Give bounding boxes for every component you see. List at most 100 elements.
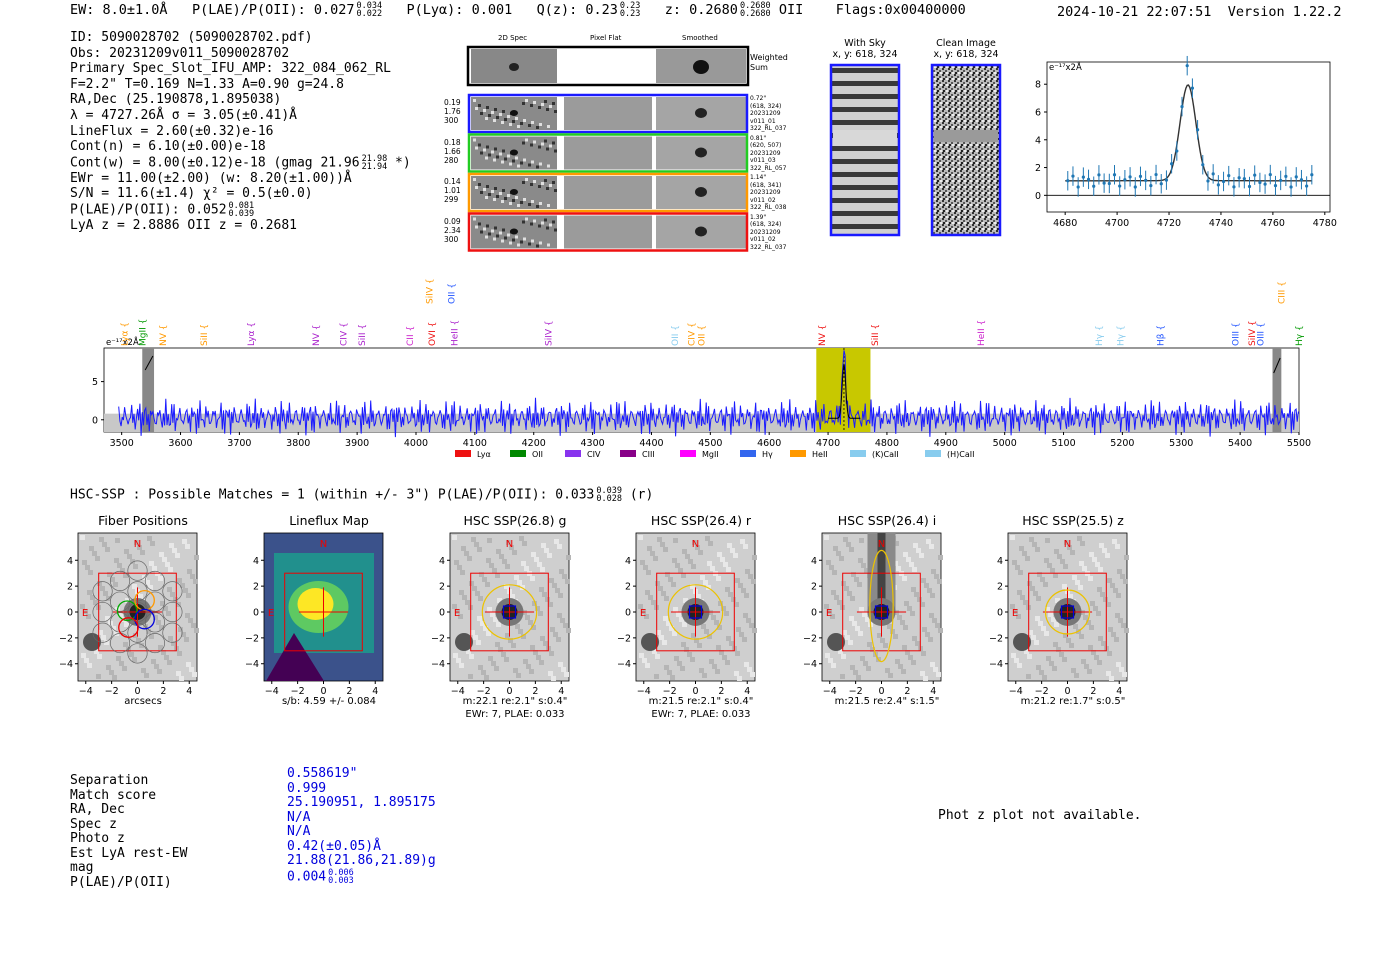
east-label: E (454, 608, 460, 619)
svg-text:SiII {: SiII { (358, 324, 368, 346)
contw-line: Cont(w) = 8.00(±0.12)e-18 (gmag 21.96 21.… (70, 153, 411, 172)
clean-image-title: Clean Image x, y: 618, 324 (933, 38, 999, 60)
svg-text:HeII: HeII (812, 450, 828, 459)
cutout-row-meta: 1.39" (618, 324) 20231209 v011_02 322_RL_037 (750, 214, 786, 252)
panel-ytick: 0 (625, 608, 631, 619)
col-title-smoothed: Smoothed (682, 34, 718, 42)
svg-text:CII {: CII { (406, 326, 416, 346)
line-marker: Hγ { (1295, 325, 1305, 346)
line-marker: NV { (818, 325, 828, 346)
linefit-ytick: 4 (1035, 135, 1041, 146)
panel-ytick: 4 (67, 556, 73, 567)
panel-ytick: −4 (245, 659, 259, 670)
col-title-pixelflat: Pixel Flat (590, 34, 622, 42)
cutout-stat: 300 (444, 234, 459, 244)
panel-xtick: 2 (532, 686, 538, 696)
linefit-point (1227, 165, 1231, 186)
panel-ytick: 2 (811, 582, 817, 593)
svg-text:CIV {: CIV { (688, 322, 698, 346)
panel-xtick: 0 (134, 686, 140, 696)
linefit-xtick: 4740 (1209, 218, 1233, 229)
cutout-meta: v011_02 (750, 236, 776, 244)
panel-ytick: −2 (245, 633, 259, 644)
hsc-panel-g: N E −4 4 −2 2 0 0 2 −2 4 −4 (431, 532, 571, 696)
linefit-point (1170, 154, 1174, 174)
line-marker: CII { (406, 326, 416, 346)
panel-ytick: −2 (59, 633, 73, 644)
info-line: S/N = 11.6(±1.4) χ² = 0.5(±0.0) (70, 186, 313, 202)
line-marker: Hβ { (1157, 325, 1167, 346)
east-label: E (82, 608, 88, 619)
spectrum-legend-item: (H)CaII (925, 450, 974, 459)
header-bar: EW: 8.0±1.0Å P(LAE)/P(OII): 0.027 0.034 0.… (70, 1, 966, 19)
panel-ytick: 0 (811, 608, 817, 619)
cutout-row-meta: 0.81" (620, 507) 20231209 v011_03 322_RL_057 (750, 135, 786, 173)
sky-images (829, 63, 1002, 237)
spectrum-xtick: 4000 (404, 438, 428, 449)
z-value: 0.2680 (689, 2, 738, 18)
info-line: F=2.2" T=0.169 N=1.33 A=0.90 g=24.8 (70, 76, 344, 92)
svg-text:NV {: NV { (818, 325, 828, 346)
cutout-meta: v011_02 (750, 196, 776, 204)
svg-text:OII {: OII { (671, 325, 681, 346)
timestamp: 2024-10-21 22:07:51 (1057, 4, 1212, 20)
linefit-point (1180, 96, 1184, 117)
col-title-2dspec: 2D Spec (498, 34, 528, 42)
east-label: E (826, 608, 832, 619)
panel-xtick: −2 (1035, 686, 1049, 696)
panel-xtick: 0 (320, 686, 326, 696)
z-label: z: (664, 2, 682, 18)
info-line: Obs: 20231209v011_5090028702 (70, 45, 290, 61)
info-line: EWr = 11.00(±2.00) (w: 8.20(±1.00))Å (70, 170, 352, 186)
panel-title: Lineflux Map (289, 513, 369, 528)
cutout-row-stats: 0.19 1.76 300 (444, 98, 461, 125)
match-value: 25.190951, 1.895175 (287, 795, 436, 810)
spectrum-legend-item: HeII (790, 450, 828, 459)
panel-xtick: −4 (823, 686, 837, 696)
svg-text:(K)CaII: (K)CaII (872, 450, 899, 459)
cutout-stat: 300 (444, 116, 459, 125)
line-marker: Lyα { (121, 322, 131, 346)
panel-ytick: 4 (439, 556, 445, 567)
panel-caption: m:21.5 re:2.1" s:0.4" (648, 696, 754, 707)
match-label: P(LAE)/P(OII) (70, 874, 172, 890)
spectrum-xtick: 3900 (345, 438, 369, 449)
match-label: mag (70, 860, 94, 875)
linefit-point (1211, 164, 1215, 184)
panel-xtick: −4 (637, 686, 651, 696)
spectrum-ytick: 0 (92, 415, 98, 426)
cutout-stat: 1.01 (444, 186, 461, 195)
cutout-meta: 20231209 (750, 149, 781, 157)
linefit-ytick: 2 (1035, 163, 1041, 174)
svg-text:Hγ {: Hγ { (1117, 325, 1127, 346)
linefit-point (1190, 78, 1194, 98)
linefit-point (1299, 169, 1304, 190)
east-label: E (640, 608, 646, 619)
panel-xtick: −4 (79, 686, 93, 696)
match-value: 0.42(±0.05)Å (287, 838, 381, 854)
panel-xtick: −2 (291, 686, 305, 696)
spectrum-legend-item: CIII (620, 450, 655, 459)
spectrum-xtick: 4300 (581, 438, 605, 449)
spectrum-xtick: 4600 (757, 438, 781, 449)
plae-bounds: 0.034 0.022 (356, 1, 383, 19)
cutout-row (467, 133, 749, 173)
spectrum-xtick: 3700 (227, 438, 251, 449)
line-marker: SiII { (871, 324, 881, 346)
info-line: λ = 4727.26Å σ = 3.05(±0.41)Å (70, 107, 297, 123)
qz-bounds: 0.23 0.23 (619, 1, 641, 19)
hsc-panel-fiber: N E −4 4 −2 2 0 0 2 −2 4 −4 (59, 532, 199, 696)
svg-text:Hβ {: Hβ { (1157, 325, 1167, 346)
svg-text:HeII {: HeII { (977, 320, 987, 346)
weighted-sum-label: Weighted Sum (750, 53, 788, 72)
svg-text:Hγ {: Hγ { (1095, 325, 1105, 346)
cutout-meta: (618, 324) (750, 102, 782, 110)
cutout-row-stats: 0.14 1.01 299 (444, 177, 461, 204)
match-label: Photo z (70, 831, 125, 846)
spectrum-xtick: 5400 (1228, 438, 1252, 449)
cutout-meta: 0.81" (750, 134, 767, 142)
cutout-meta: 1.39" (750, 213, 767, 221)
svg-text:OII {: OII { (698, 325, 708, 346)
with-sky-title: With Sky x, y: 618, 324 (832, 38, 898, 60)
cutout-meta: v011_03 (750, 157, 776, 165)
